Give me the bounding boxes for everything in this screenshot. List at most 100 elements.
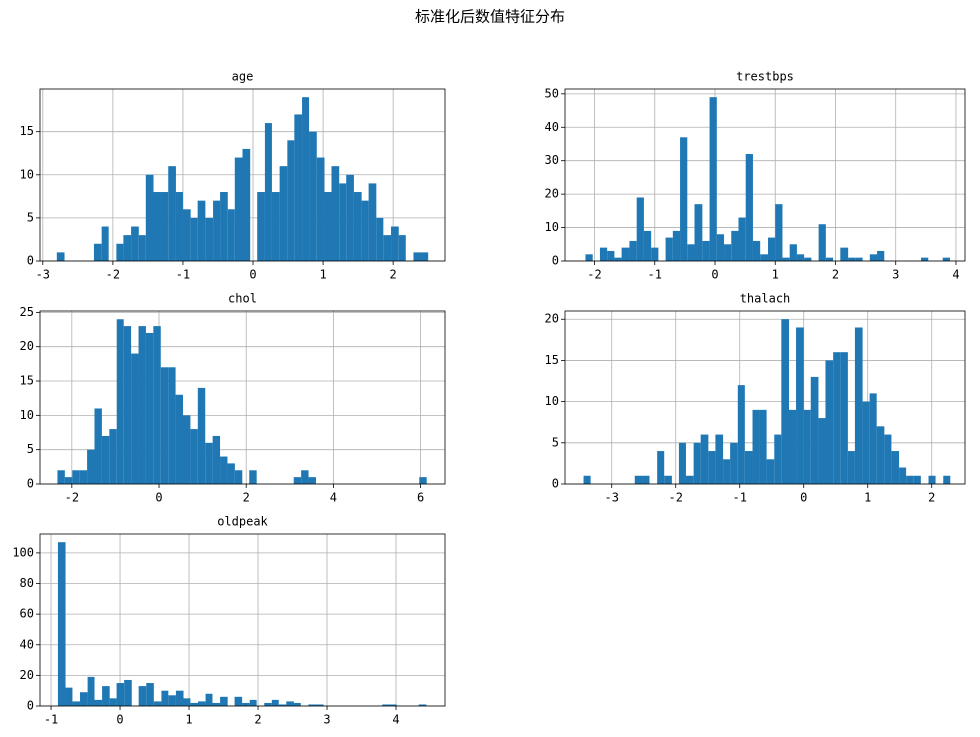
histogram-bar xyxy=(213,200,221,261)
histogram-bar xyxy=(745,154,753,261)
histogram-bar xyxy=(891,451,900,484)
plot-frame xyxy=(564,88,966,262)
histogram-bar xyxy=(72,470,80,484)
y-tick-label: 0 xyxy=(27,254,34,268)
histogram-bar xyxy=(242,702,250,706)
x-tick-label: 2 xyxy=(390,268,397,282)
histogram-bar xyxy=(862,401,870,484)
histogram-bar xyxy=(665,237,673,261)
histogram-bar xyxy=(116,319,124,484)
histogram-bar xyxy=(153,192,161,261)
x-tick-label: 4 xyxy=(330,491,337,505)
x-tick-label: -1 xyxy=(648,268,662,282)
y-tick-label: 25 xyxy=(20,305,34,319)
y-tick-label: 50 xyxy=(545,86,559,100)
histogram-bar xyxy=(160,367,169,484)
histogram-bar xyxy=(123,235,132,261)
y-tick-label: 10 xyxy=(20,408,34,422)
histogram-bar xyxy=(825,257,834,261)
histogram-bar xyxy=(315,704,324,706)
histogram-bar xyxy=(664,475,672,484)
y-tick-label: 0 xyxy=(552,254,559,268)
histogram-bar xyxy=(738,217,746,261)
histogram-bar xyxy=(145,332,154,484)
histogram-bar xyxy=(840,247,849,261)
histogram-bar xyxy=(731,230,739,261)
histogram-bar xyxy=(854,327,863,484)
subplot-title: thalach xyxy=(740,292,791,306)
histogram-bar xyxy=(730,442,738,484)
histogram-bar xyxy=(420,252,429,261)
y-tick-label: 15 xyxy=(545,353,559,367)
histogram-bar xyxy=(220,456,228,484)
histogram-bar xyxy=(796,327,804,484)
histogram-bar xyxy=(906,475,914,484)
histogram-bar xyxy=(361,200,369,261)
histogram-bar xyxy=(803,409,811,484)
plot-frame xyxy=(564,310,966,485)
histogram-bar xyxy=(190,217,198,261)
histogram-bar xyxy=(636,197,644,261)
histogram-bar xyxy=(79,470,88,484)
histogram-bar xyxy=(877,250,885,261)
histogram-bar xyxy=(212,435,221,484)
histogram-bar xyxy=(833,352,841,484)
histogram-bar xyxy=(382,704,390,706)
histogram-bar xyxy=(168,166,176,261)
histogram-bar xyxy=(293,477,302,484)
x-tick-label: -1 xyxy=(732,491,746,505)
x-tick-label: 2 xyxy=(243,491,250,505)
y-tick-label: 0 xyxy=(552,477,559,491)
histogram-bar xyxy=(700,434,709,484)
histogram-bar xyxy=(205,442,213,484)
histogram-bar xyxy=(301,470,309,484)
histogram-bar xyxy=(383,235,392,261)
histogram-bar xyxy=(302,97,310,261)
histogram-bar xyxy=(368,183,377,261)
histogram-bar xyxy=(781,319,789,484)
histogram-bar xyxy=(205,693,213,706)
histogram-bar xyxy=(175,394,183,484)
histogram-bar xyxy=(680,137,688,261)
histogram-bar xyxy=(212,702,221,706)
histogram-bar xyxy=(94,699,103,706)
histogram-bar xyxy=(391,226,399,261)
histogram-bar xyxy=(804,257,812,261)
histogram-bar xyxy=(419,477,427,484)
histogram-bar xyxy=(583,475,591,484)
histogram-bar xyxy=(621,247,630,261)
histogram-bar xyxy=(146,683,154,706)
histogram-bar xyxy=(825,360,834,484)
histogram-bar xyxy=(810,376,819,484)
histogram-bar xyxy=(161,690,169,706)
histogram-bar xyxy=(183,698,191,706)
histogram-bar xyxy=(124,679,132,706)
x-tick-label: -2 xyxy=(65,491,79,505)
y-tick-label: 40 xyxy=(20,637,34,651)
histogram-bar xyxy=(109,698,117,706)
x-tick-label: -2 xyxy=(668,491,682,505)
plot-frame xyxy=(39,310,446,485)
histogram-bar xyxy=(294,114,303,261)
histogram-bar xyxy=(775,204,783,261)
x-tick-label: -3 xyxy=(604,491,618,505)
histogram-bar xyxy=(190,429,198,484)
x-tick-label: 1 xyxy=(772,268,779,282)
plot-background xyxy=(565,89,965,261)
histogram-bar xyxy=(899,467,907,484)
histogram-bar xyxy=(702,240,710,261)
histogram-bar xyxy=(93,243,102,261)
histogram-bar xyxy=(138,326,146,484)
histogram-bar xyxy=(234,157,243,261)
x-tick-label: 6 xyxy=(417,491,424,505)
histogram-bar xyxy=(418,704,427,706)
subplot-title: trestbps xyxy=(736,70,794,84)
histogram-bar xyxy=(759,409,767,484)
y-tick-label: 20 xyxy=(20,668,34,682)
histogram-bar xyxy=(884,434,892,484)
histogram-bar xyxy=(928,475,936,484)
histogram-bar xyxy=(131,353,139,484)
histogram-bar xyxy=(744,451,753,484)
subplot-title: chol xyxy=(228,292,257,306)
histogram-bar xyxy=(848,257,856,261)
